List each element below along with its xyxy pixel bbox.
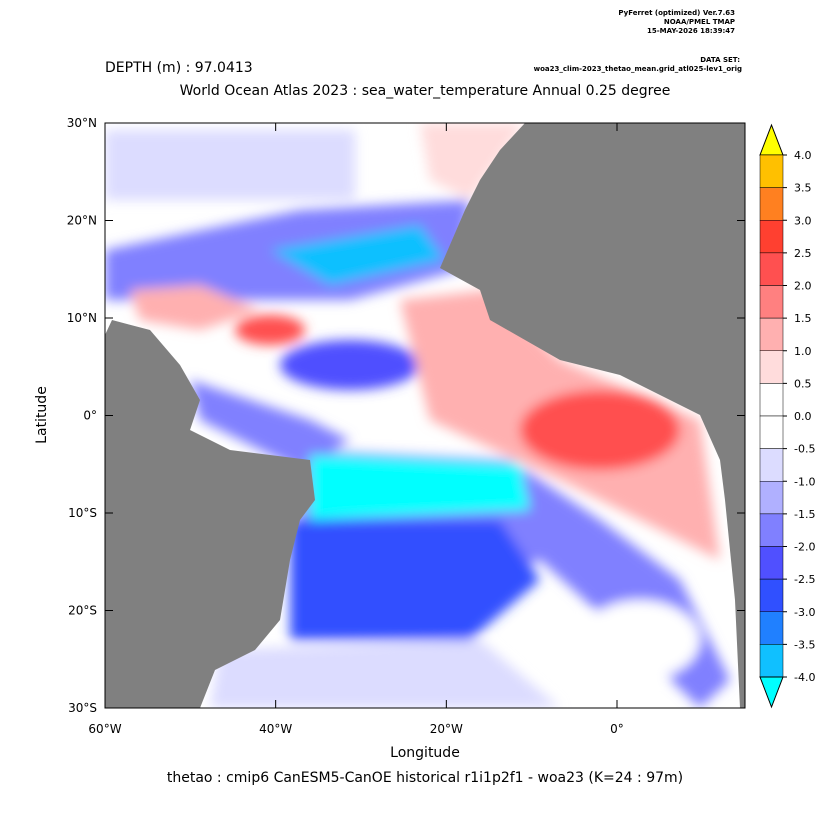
colorbar-box: [759, 415, 784, 449]
y-tick-label: 30°S: [68, 701, 97, 715]
y-tick-label: 10°N: [67, 311, 97, 325]
colorbar-box: [759, 350, 784, 384]
y-axis-label: Latitude: [34, 386, 50, 444]
colorbar-box: [759, 285, 784, 319]
colorbar-box: [759, 546, 784, 580]
footer: thetao : cmip6 CanESM5-CanOE historical …: [167, 770, 683, 786]
colorbar-box: [759, 448, 784, 482]
colorbar-box: [759, 383, 784, 417]
colorbar-label: 2.0: [794, 280, 812, 293]
colorbar-box: [759, 611, 784, 645]
colorbar-label: -2.0: [794, 541, 815, 554]
org: NOAA/PMEL TMAP: [664, 18, 735, 26]
colorbar-box: [759, 644, 784, 678]
date: 15-MAY-2026 18:39:47: [647, 27, 735, 35]
colorbar-label: 3.5: [794, 182, 812, 195]
y-tick-label: 10°S: [68, 506, 97, 520]
colorbar-box: [759, 187, 784, 221]
colorbar-label: -3.5: [794, 638, 815, 651]
colorbar-box: [759, 481, 784, 515]
depth-label: DEPTH (m) : 97.0413: [105, 60, 253, 76]
colorbar-box: [759, 317, 784, 351]
x-tick-label: 60°W: [88, 722, 121, 736]
colorbar-triangle: [759, 676, 784, 709]
program: PyFerret (optimized) Ver.7.63: [618, 9, 735, 17]
y-tick-label: 30°N: [67, 116, 97, 130]
land-africa: [440, 123, 745, 708]
colorbar-box: [759, 513, 784, 547]
dataset: woa23_clim-2023_thetao_mean.grid_atl025-…: [534, 65, 742, 73]
x-tick-label: 20°W: [430, 722, 463, 736]
chart-title: World Ocean Atlas 2023 : sea_water_tempe…: [180, 83, 671, 99]
colorbar-label: -3.0: [794, 606, 815, 619]
colorbar-label: 4.0: [794, 149, 812, 162]
colorbar-box: [759, 220, 784, 254]
colorbar-label: 1.0: [794, 345, 812, 358]
colorbar-label: -1.5: [794, 508, 815, 521]
colorbar-label: 0.5: [794, 377, 812, 390]
colorbar-label: -2.5: [794, 573, 815, 586]
colorbar-label: -1.0: [794, 475, 815, 488]
map-field: [104, 122, 746, 709]
x-tick-label: 40°W: [259, 722, 292, 736]
y-tick-label: 20°S: [68, 604, 97, 618]
colorbar-label: -0.5: [794, 443, 815, 456]
colorbar-label: 0.0: [794, 410, 812, 423]
colorbar-label: 2.5: [794, 247, 812, 260]
x-tick-label: 0°: [610, 722, 624, 736]
colorbar-box: [759, 578, 784, 612]
colorbar-label: 1.5: [794, 312, 812, 325]
y-tick-label: 20°N: [67, 214, 97, 228]
x-axis-label: Longitude: [390, 745, 460, 761]
colorbar-box: [759, 252, 784, 286]
colorbar-triangle: [759, 123, 784, 156]
dataset-label: DATA SET:: [700, 56, 740, 64]
y-tick-label: 0°: [83, 409, 97, 423]
colorbar-label: -4.0: [794, 671, 815, 684]
colorbar-box: [759, 154, 784, 188]
anomaly-patches: [105, 123, 730, 708]
colorbar-label: 3.0: [794, 214, 812, 227]
land-south-america: [105, 320, 315, 708]
